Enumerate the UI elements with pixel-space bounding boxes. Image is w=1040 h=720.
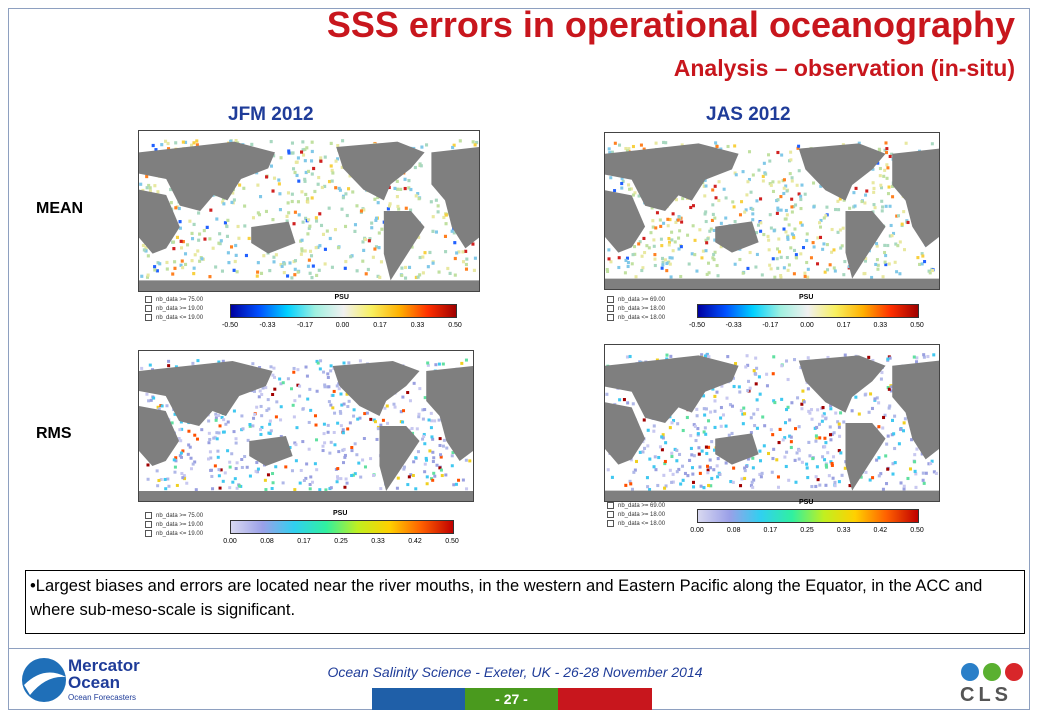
legend-entry: nb_data <= 19.00 bbox=[145, 530, 203, 539]
divider bbox=[8, 648, 1030, 649]
note: •Largest biases and errors are located n… bbox=[25, 570, 1025, 634]
subtitle: Analysis – observation (in-situ) bbox=[673, 55, 1015, 81]
colorbar-tick: 0.17 bbox=[297, 538, 311, 545]
legend-entry: nb_data <= 19.00 bbox=[145, 314, 203, 323]
logo-tagline: Ocean Forecasters bbox=[68, 693, 137, 702]
colorbar bbox=[697, 509, 919, 523]
legend-text: nb_data <= 19.00 bbox=[145, 531, 203, 537]
cls-icon bbox=[961, 663, 1023, 681]
colorbar-tick: 0.33 bbox=[836, 527, 851, 534]
colorbar-tick: 0.17 bbox=[836, 322, 851, 329]
legend-entry: nb_data >= 75.00 bbox=[145, 512, 203, 521]
colorbar-unit: PSU bbox=[334, 294, 349, 301]
mercator-icon bbox=[22, 658, 66, 702]
colorbar-tick: 0.42 bbox=[408, 538, 422, 545]
colorbar-tick: -0.33 bbox=[259, 322, 276, 329]
colorbar-tick: -0.50 bbox=[689, 322, 705, 329]
legend-text: nb_data <= 18.00 bbox=[607, 521, 665, 527]
legend-entry: nb_data >= 19.00 bbox=[145, 305, 203, 314]
legend-text: nb_data <= 18.00 bbox=[607, 315, 665, 321]
colorbar-tick: 0.25 bbox=[334, 538, 348, 545]
page-bar bbox=[372, 688, 465, 710]
map bbox=[604, 132, 940, 290]
colorbar-unit: PSU bbox=[333, 510, 348, 517]
colorbar bbox=[230, 304, 457, 318]
colorbar-tick: 0.50 bbox=[445, 538, 459, 545]
logo-name: Ocean bbox=[68, 673, 120, 692]
colorbar-tick: 0.33 bbox=[873, 322, 888, 329]
legend-entry: nb_data >= 75.00 bbox=[145, 296, 203, 305]
legend-entry: nb_data >= 69.00 bbox=[607, 296, 665, 305]
legend-text: nb_data >= 19.00 bbox=[145, 522, 203, 528]
colorbar-tick: 0.17 bbox=[373, 322, 387, 329]
colorbar-tick: 0.00 bbox=[690, 527, 704, 534]
legend-entry: nb_data <= 18.00 bbox=[607, 314, 665, 323]
colorbar bbox=[697, 304, 919, 318]
colorbar-tick: 0.08 bbox=[726, 527, 741, 534]
colorbar-tick: 0.33 bbox=[410, 322, 425, 329]
legend-text: nb_data >= 18.00 bbox=[607, 512, 665, 518]
legend-entry: nb_data >= 18.00 bbox=[607, 511, 665, 520]
cls-logo: CLS bbox=[960, 684, 1012, 706]
colorbar-tick: 0.00 bbox=[800, 322, 814, 329]
footer-text: Ocean Salinity Science - Exeter, UK - 26… bbox=[327, 664, 703, 680]
colorbar-tick: 0.08 bbox=[260, 538, 274, 545]
colorbar-tick: 0.50 bbox=[448, 322, 462, 329]
legend-entry: nb_data >= 18.00 bbox=[607, 305, 665, 314]
legend-text: nb_data >= 69.00 bbox=[607, 503, 665, 509]
legend-text: nb_data <= 19.00 bbox=[145, 315, 203, 321]
row-label: RMS bbox=[36, 425, 72, 442]
colorbar-tick: 0.00 bbox=[335, 322, 350, 329]
legend-text: nb_data >= 75.00 bbox=[145, 513, 203, 519]
colorbar-tick: -0.33 bbox=[725, 322, 742, 329]
title: SSS errors in operational oceanography bbox=[326, 4, 1015, 45]
colorbar-tick: 0.25 bbox=[800, 527, 814, 534]
colorbar-tick: 0.17 bbox=[763, 527, 778, 534]
map bbox=[138, 350, 474, 502]
logo-name: Mercator bbox=[68, 656, 140, 675]
legend-entry: nb_data >= 69.00 bbox=[607, 502, 665, 511]
colorbar-tick: 0.33 bbox=[371, 538, 385, 545]
legend-entry: nb_data >= 19.00 bbox=[145, 521, 203, 530]
logo-text: Mercator Ocean bbox=[68, 657, 140, 691]
colorbar-unit: PSU bbox=[799, 499, 814, 506]
legend-text: nb_data >= 69.00 bbox=[607, 297, 665, 303]
map bbox=[604, 344, 940, 502]
column-label: JAS 2012 bbox=[706, 104, 791, 125]
colorbar-tick: 0.50 bbox=[910, 322, 924, 329]
colorbar-tick: -0.17 bbox=[762, 322, 779, 329]
colorbar-unit: PSU bbox=[799, 294, 814, 301]
colorbar-tick: -0.50 bbox=[222, 322, 238, 329]
legend-entry: nb_data <= 18.00 bbox=[607, 520, 665, 529]
page-number: - 27 - bbox=[465, 688, 558, 710]
map bbox=[138, 130, 480, 292]
legend-text: nb_data >= 75.00 bbox=[145, 297, 203, 303]
colorbar bbox=[230, 520, 454, 534]
column-label: JFM 2012 bbox=[228, 104, 314, 125]
colorbar-tick: -0.17 bbox=[297, 322, 313, 329]
page-bar bbox=[558, 688, 652, 710]
legend-text: nb_data >= 18.00 bbox=[607, 306, 665, 312]
colorbar-tick: 0.42 bbox=[873, 527, 888, 534]
colorbar-tick: 0.00 bbox=[223, 538, 237, 545]
row-label: MEAN bbox=[36, 200, 84, 217]
colorbar-tick: 0.50 bbox=[910, 527, 924, 534]
legend-text: nb_data >= 19.00 bbox=[145, 306, 203, 312]
